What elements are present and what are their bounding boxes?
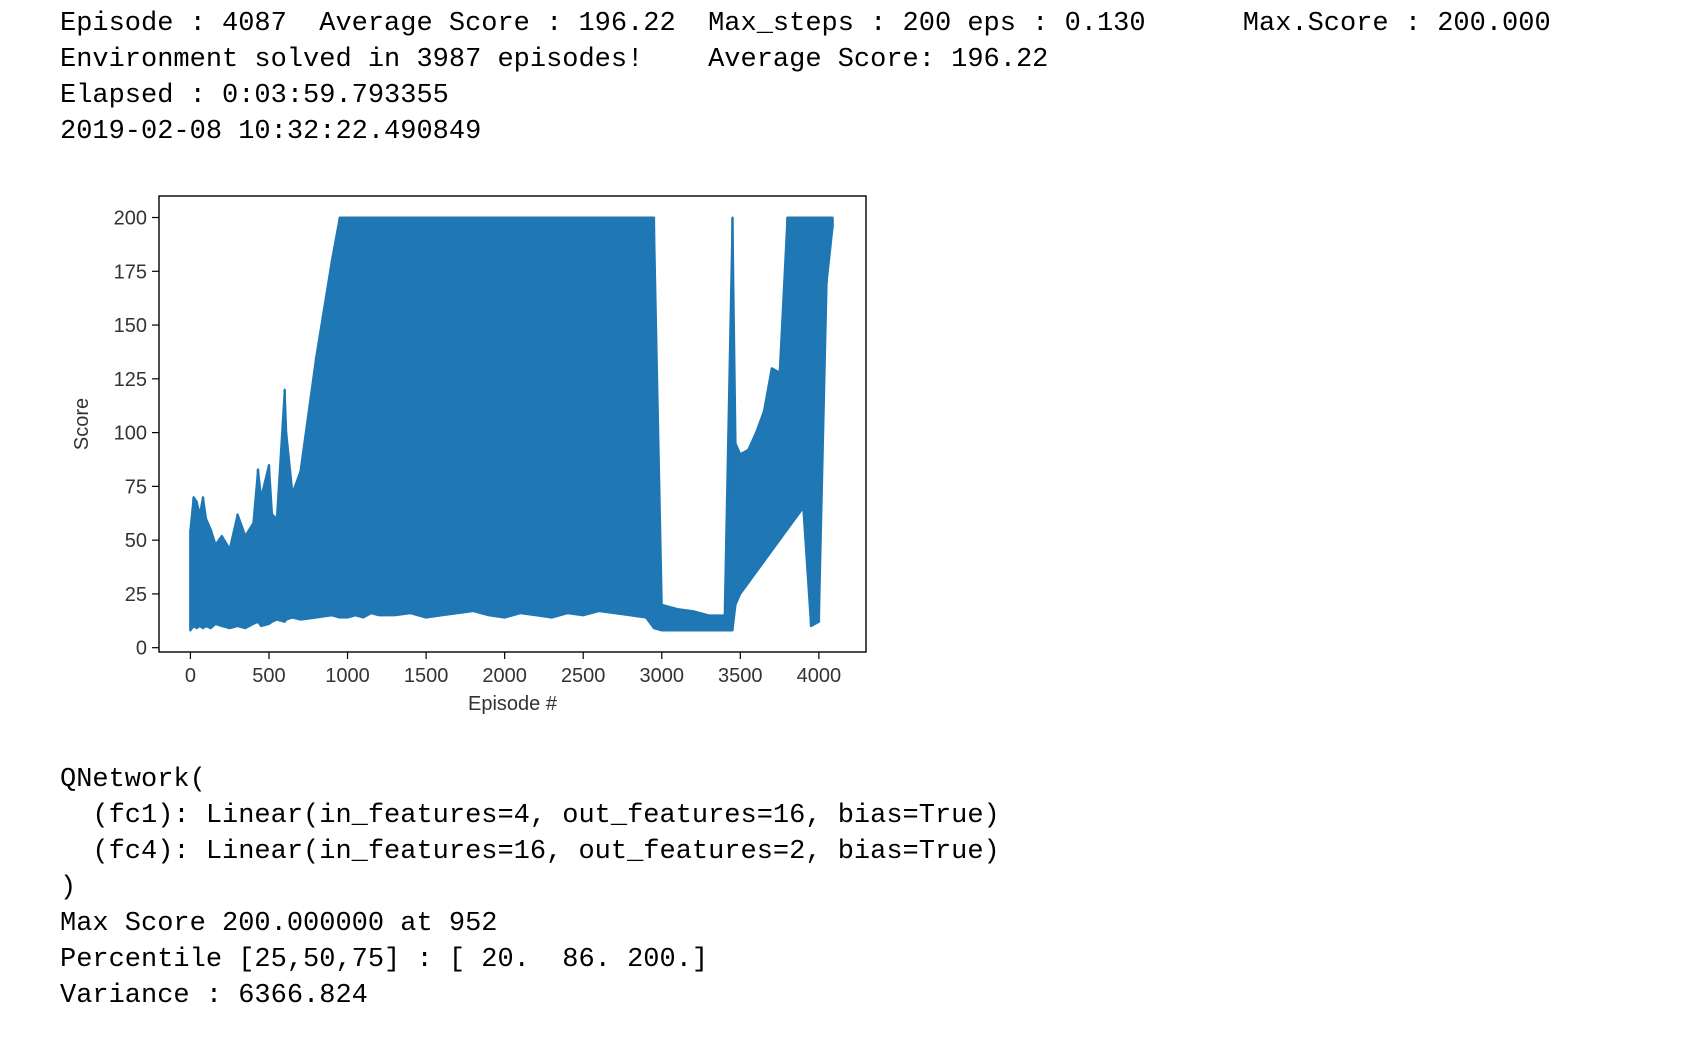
- model-line-2: (fc4): Linear(in_features=16, out_featur…: [60, 837, 1000, 867]
- score-chart-svg: 0 500 1000 1500 2000 2500 3000 3500 4000 0 25 50 75 1…: [71, 195, 867, 715]
- y-tick-label: 75: [125, 476, 147, 498]
- y-tick-label: 125: [114, 369, 147, 391]
- x-tick-label: 1500: [404, 665, 449, 687]
- y-axis-label: Score: [71, 398, 93, 450]
- y-tick-label: 50: [125, 530, 147, 552]
- y-tick-label: 25: [125, 584, 147, 606]
- y-tick-label: 100: [114, 423, 147, 445]
- y-tick-label: 150: [114, 315, 147, 337]
- y-tick-label: 0: [136, 638, 147, 660]
- model-line-1: (fc1): Linear(in_features=4, out_feature…: [60, 801, 1000, 831]
- x-tick-label: 3000: [640, 665, 685, 687]
- log-solved-line: Environment solved in 3987 episodes! Ave…: [60, 45, 1049, 75]
- x-tick-label: 2000: [482, 665, 527, 687]
- log-timestamp-line: 2019-02-08 10:32:22.490849: [60, 117, 482, 147]
- series-band: [189, 216, 834, 632]
- log-episode-line: Episode : 4087 Average Score : 196.22 Ma…: [60, 9, 1551, 39]
- x-tick-label: 0: [185, 665, 196, 687]
- x-tick-label: 2500: [561, 665, 606, 687]
- score-chart: 0 500 1000 1500 2000 2500 3000 3500 4000 0 25 50 75 1…: [0, 150, 900, 730]
- x-tick-label: 1000: [325, 665, 370, 687]
- x-tick-label: 3500: [718, 665, 763, 687]
- log-elapsed-line: Elapsed : 0:03:59.793355: [60, 81, 449, 111]
- max-score-line: Max Score 200.000000 at 952: [60, 909, 498, 939]
- model-line-3: ): [60, 873, 77, 903]
- plot-frame: [158, 195, 867, 653]
- model-line-0: QNetwork(: [60, 765, 206, 795]
- percentile-line: Percentile [25,50,75] : [ 20. 86. 200.]: [60, 945, 709, 975]
- x-tick-label: 4000: [797, 665, 842, 687]
- x-tick-label: 500: [252, 665, 285, 687]
- y-tick-label: 175: [114, 261, 147, 283]
- variance-line: Variance : 6366.824: [60, 981, 368, 1011]
- x-axis-label: Episode #: [468, 693, 558, 715]
- y-tick-label: 200: [114, 208, 147, 230]
